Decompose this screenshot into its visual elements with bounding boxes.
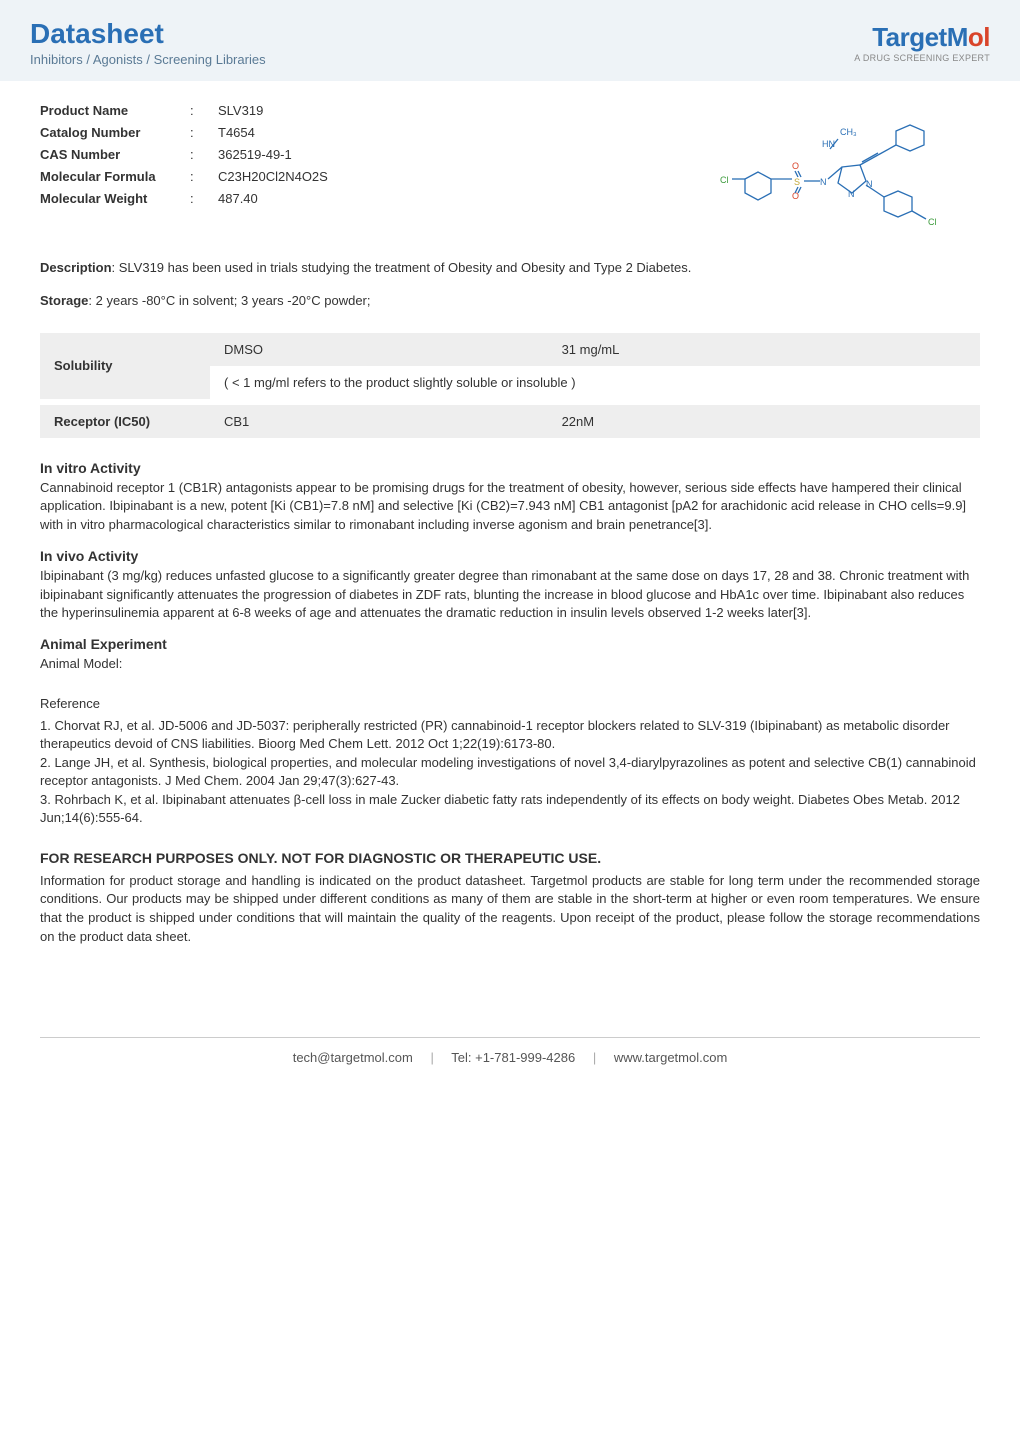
svg-text:O: O <box>792 161 799 171</box>
info-line: Molecular Formula : C23H20Cl2N4O2S <box>40 169 328 184</box>
description-label: Description <box>40 260 112 275</box>
footer-web: www.targetmol.com <box>614 1050 727 1065</box>
info-colon: : <box>190 191 218 206</box>
storage-text: : 2 years -80°C in solvent; 3 years -20°… <box>88 293 370 308</box>
info-colon: : <box>190 147 218 162</box>
info-label: Molecular Weight <box>40 191 190 206</box>
datasheet-title: Datasheet <box>30 18 266 50</box>
svg-text:N: N <box>820 177 827 187</box>
info-colon: : <box>190 103 218 118</box>
logo-tagline: A DRUG SCREENING EXPERT <box>854 53 990 63</box>
reference-title: Reference <box>40 696 980 711</box>
logo-main: TargetM <box>872 22 968 52</box>
storage-label: Storage <box>40 293 88 308</box>
solubility-section: Solubility DMSO 31 mg/mL ( < 1 mg/ml ref… <box>40 333 980 438</box>
svg-text:Cl: Cl <box>928 217 937 227</box>
animal-text: Animal Model: <box>40 655 980 673</box>
info-line: Catalog Number : T4654 <box>40 125 328 140</box>
svg-text:N: N <box>848 189 855 199</box>
table-row: Receptor (IC50) CB1 22nM <box>40 405 980 438</box>
description-section: Description: SLV319 has been used in tri… <box>40 259 980 278</box>
solubility-label: Solubility <box>40 333 210 399</box>
molecular-structure-icon: Cl O S O N HN CH₃ N <box>720 107 980 237</box>
header-bar: Datasheet Inhibitors / Agonists / Screen… <box>0 0 1020 81</box>
svg-text:CH₃: CH₃ <box>840 127 857 137</box>
footer: tech@targetmol.com | Tel: +1-781-999-428… <box>40 1037 980 1065</box>
info-value: 487.40 <box>218 191 258 206</box>
receptor-target: CB1 <box>210 405 548 438</box>
description-line: Description: SLV319 has been used in tri… <box>40 259 980 278</box>
info-line: CAS Number : 362519-49-1 <box>40 147 328 162</box>
info-value: 362519-49-1 <box>218 147 292 162</box>
storage-line: Storage: 2 years -80°C in solvent; 3 yea… <box>40 292 980 311</box>
receptor-value: 22nM <box>548 405 980 438</box>
info-value: T4654 <box>218 125 255 140</box>
description-text: : SLV319 has been used in trials studyin… <box>112 260 692 275</box>
svg-text:S: S <box>794 177 800 187</box>
info-value: C23H20Cl2N4O2S <box>218 169 328 184</box>
footer-sep: | <box>430 1050 433 1065</box>
receptor-label: Receptor (IC50) <box>40 405 210 438</box>
solubility-table: Solubility DMSO 31 mg/mL ( < 1 mg/ml ref… <box>40 333 980 438</box>
info-line: Product Name : SLV319 <box>40 103 328 118</box>
invivo-text: Ibipinabant (3 mg/kg) reduces unfasted g… <box>40 567 980 622</box>
animal-section: Animal Experiment Animal Model: <box>40 636 980 673</box>
info-line: Molecular Weight : 487.40 <box>40 191 328 206</box>
header-left: Datasheet Inhibitors / Agonists / Screen… <box>30 18 266 67</box>
info-value: SLV319 <box>218 103 263 118</box>
invivo-section: In vivo Activity Ibipinabant (3 mg/kg) r… <box>40 548 980 622</box>
svg-text:HN: HN <box>822 139 835 149</box>
datasheet-subtitle: Inhibitors / Agonists / Screening Librar… <box>30 52 266 67</box>
storage-section: Storage: 2 years -80°C in solvent; 3 yea… <box>40 292 980 311</box>
content-area: Product Name : SLV319 Catalog Number : T… <box>0 81 1020 1095</box>
invivo-title: In vivo Activity <box>40 548 980 564</box>
info-label: Catalog Number <box>40 125 190 140</box>
footer-tel: Tel: +1-781-999-4286 <box>451 1050 575 1065</box>
info-colon: : <box>190 125 218 140</box>
solubility-solvent: DMSO <box>210 333 548 366</box>
svg-text:Cl: Cl <box>720 175 729 185</box>
invitro-text: Cannabinoid receptor 1 (CB1R) antagonist… <box>40 479 980 534</box>
logo-accent: ol <box>968 22 990 52</box>
product-info-table: Product Name : SLV319 Catalog Number : T… <box>40 103 328 213</box>
info-label: CAS Number <box>40 147 190 162</box>
invitro-title: In vitro Activity <box>40 460 980 476</box>
reference-item: 2. Lange JH, et al. Synthesis, biologica… <box>40 754 980 791</box>
logo-block: TargetMol A DRUG SCREENING EXPERT <box>854 22 990 63</box>
info-label: Molecular Formula <box>40 169 190 184</box>
disclaimer-text: Information for product storage and hand… <box>40 872 980 947</box>
footer-email: tech@targetmol.com <box>293 1050 413 1065</box>
solubility-value: 31 mg/mL <box>548 333 980 366</box>
reference-item: 3. Rohrbach K, et al. Ibipinabant attenu… <box>40 791 980 828</box>
table-row: Solubility DMSO 31 mg/mL <box>40 333 980 366</box>
reference-section: Reference 1. Chorvat RJ, et al. JD-5006 … <box>40 696 980 828</box>
info-colon: : <box>190 169 218 184</box>
product-info-row: Product Name : SLV319 Catalog Number : T… <box>40 103 980 237</box>
footer-sep: | <box>593 1050 596 1065</box>
solubility-note: ( < 1 mg/ml refers to the product slight… <box>210 366 980 399</box>
reference-item: 1. Chorvat RJ, et al. JD-5006 and JD-503… <box>40 717 980 754</box>
animal-title: Animal Experiment <box>40 636 980 652</box>
disclaimer-title: FOR RESEARCH PURPOSES ONLY. NOT FOR DIAG… <box>40 850 980 866</box>
invitro-section: In vitro Activity Cannabinoid receptor 1… <box>40 460 980 534</box>
logo-text-wrap: TargetMol <box>854 22 990 53</box>
info-label: Product Name <box>40 103 190 118</box>
